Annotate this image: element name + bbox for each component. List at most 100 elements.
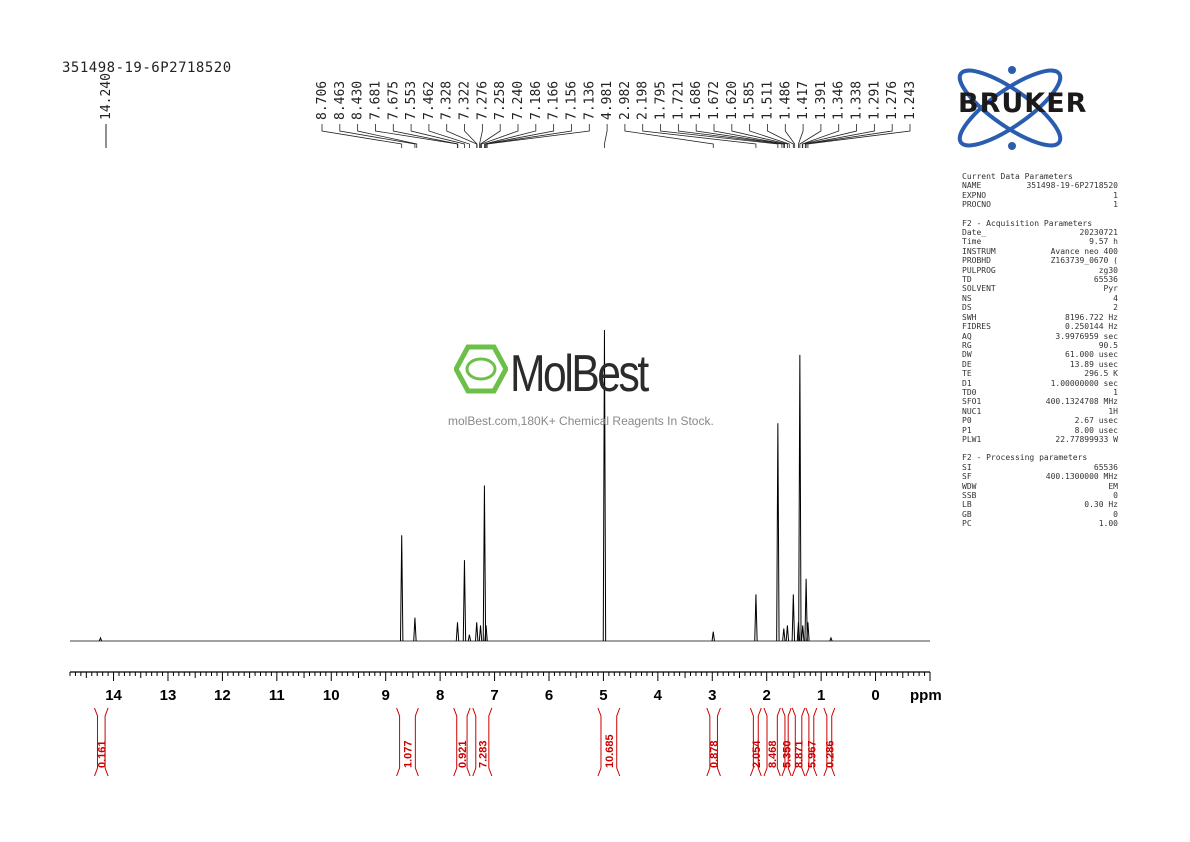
x-tick-label: 1 xyxy=(817,687,825,704)
peak-leader xyxy=(410,124,465,148)
peak-label: 7.462 xyxy=(422,81,437,120)
peak-leader xyxy=(713,124,785,148)
param-row: LB 0.30 Hz xyxy=(962,500,1118,509)
peak-leader xyxy=(749,124,790,148)
peak-label: 7.328 xyxy=(440,81,455,120)
param-value: 400.1324708 MHz xyxy=(1045,397,1118,407)
param-key: DE xyxy=(962,359,972,369)
peak-label: 1.486 xyxy=(778,81,793,120)
peak-leader xyxy=(446,124,478,148)
peak-label: 7.186 xyxy=(529,81,544,120)
integral-bracket xyxy=(805,707,818,777)
param-key: TD xyxy=(962,275,972,285)
param-value: 1.00000000 sec xyxy=(1050,378,1118,388)
peak-label: 7.681 xyxy=(368,81,383,120)
param-value: 3.9976959 sec xyxy=(1055,331,1118,341)
spectrum-peak xyxy=(399,535,404,642)
spectrum-peak xyxy=(482,485,487,642)
peak-label: 8.430 xyxy=(351,81,366,120)
integral-bracket xyxy=(749,707,762,777)
integral-value: 0.878 xyxy=(709,740,721,768)
peak-label: 7.136 xyxy=(582,81,597,120)
peak-label: 2.198 xyxy=(636,81,651,120)
peak-leader xyxy=(392,124,459,148)
spectrum-peak xyxy=(791,594,796,642)
param-value: 1.00 xyxy=(1098,519,1118,529)
peak-label: 7.553 xyxy=(404,81,419,120)
integral-bracket xyxy=(94,707,109,777)
param-row: D1 1.00000000 sec xyxy=(962,379,1118,388)
peak-label: 1.276 xyxy=(885,81,900,120)
param-key: D1 xyxy=(962,378,972,388)
param-row: TD 65536 xyxy=(962,275,1118,284)
peak-label: 7.156 xyxy=(564,81,579,120)
integral-value: 0.286 xyxy=(824,740,836,768)
param-value: Z163739_0670 ( xyxy=(1050,256,1118,266)
param-key: AQ xyxy=(962,331,972,341)
param-key: DW xyxy=(962,350,972,360)
peak-leader xyxy=(801,124,840,148)
param-value: 4 xyxy=(1113,293,1118,303)
x-tick-label: 14 xyxy=(105,687,122,704)
param-row: RG 90.5 xyxy=(962,341,1118,350)
integral-value: 5.967 xyxy=(806,740,818,768)
peak-label: 1.686 xyxy=(689,81,704,120)
param-row: TE 296.5 K xyxy=(962,369,1118,378)
bruker-logo-text: BRUKER xyxy=(958,88,1088,119)
peak-leader xyxy=(480,124,501,148)
x-tick-label: 7 xyxy=(490,687,498,704)
integral-value: 8.871 xyxy=(794,740,806,768)
peak-label: 1.346 xyxy=(832,81,847,120)
param-row: P0 2.67 usec xyxy=(962,416,1118,425)
param-row: TD0 1 xyxy=(962,388,1118,397)
peak-label: 7.276 xyxy=(475,81,490,120)
spectrum-peak xyxy=(455,622,460,642)
integral-bracket xyxy=(781,707,792,777)
peak-label: 1.417 xyxy=(796,81,811,120)
x-tick-label: 0 xyxy=(871,687,879,704)
param-key: GB xyxy=(962,509,972,519)
param-value: 1 xyxy=(1113,190,1118,200)
peak-label: 1.672 xyxy=(707,81,722,120)
x-tick-label: 9 xyxy=(382,687,390,704)
param-row: NAME 351498-19-6P2718520 xyxy=(962,181,1118,190)
peak-label-group: 14.240 8.706 8.463 8.430 7.681 7.675 7.553 7.46… xyxy=(99,73,918,148)
param-value: 400.1300000 MHz xyxy=(1045,472,1118,482)
peak-leader xyxy=(802,124,857,148)
peak-label: 1.291 xyxy=(867,81,882,120)
param-key: NS xyxy=(962,293,972,303)
spectrum-peak xyxy=(798,354,802,642)
x-tick-label: 8 xyxy=(436,687,444,704)
param-row: WDW EM xyxy=(962,482,1118,491)
integral-value: 8.468 xyxy=(767,740,779,768)
sample-name: 351498-19-6P2718520 xyxy=(62,60,232,76)
param-key: SI xyxy=(962,462,972,472)
spectrum-peak xyxy=(829,636,833,642)
param-row: DW 61.000 usec xyxy=(962,350,1118,359)
integral-value: 0.161 xyxy=(96,740,108,768)
integral-value: 2.054 xyxy=(751,740,763,768)
spectrum-peak xyxy=(754,594,758,642)
peak-leader xyxy=(804,124,875,148)
param-heading: Current Data Parameters xyxy=(962,172,1073,181)
peak-label: 1.585 xyxy=(743,81,758,120)
param-value: 9.57 h xyxy=(1089,237,1118,247)
molbest-hexagon-icon xyxy=(454,344,508,394)
peak-leader xyxy=(805,124,893,148)
peak-leader xyxy=(799,124,822,148)
param-row: INSTRUM Avance neo 400 xyxy=(962,247,1118,256)
param-row: SF 400.1300000 MHz xyxy=(962,472,1118,481)
param-value: 13.89 usec xyxy=(1069,359,1118,369)
peak-label: 8.463 xyxy=(333,81,348,120)
param-key: TD0 xyxy=(962,387,977,397)
peak-leader xyxy=(357,124,418,148)
peak-leader xyxy=(464,124,478,148)
param-heading: F2 - Acquisition Parameters xyxy=(962,218,1093,228)
param-value: EM xyxy=(1108,481,1118,491)
param-key: SOLVENT xyxy=(962,284,996,294)
param-row: EXPNO 1 xyxy=(962,191,1118,200)
param-value: 296.5 K xyxy=(1084,369,1118,379)
param-key: SF xyxy=(962,472,972,482)
integral-bracket xyxy=(396,707,419,777)
